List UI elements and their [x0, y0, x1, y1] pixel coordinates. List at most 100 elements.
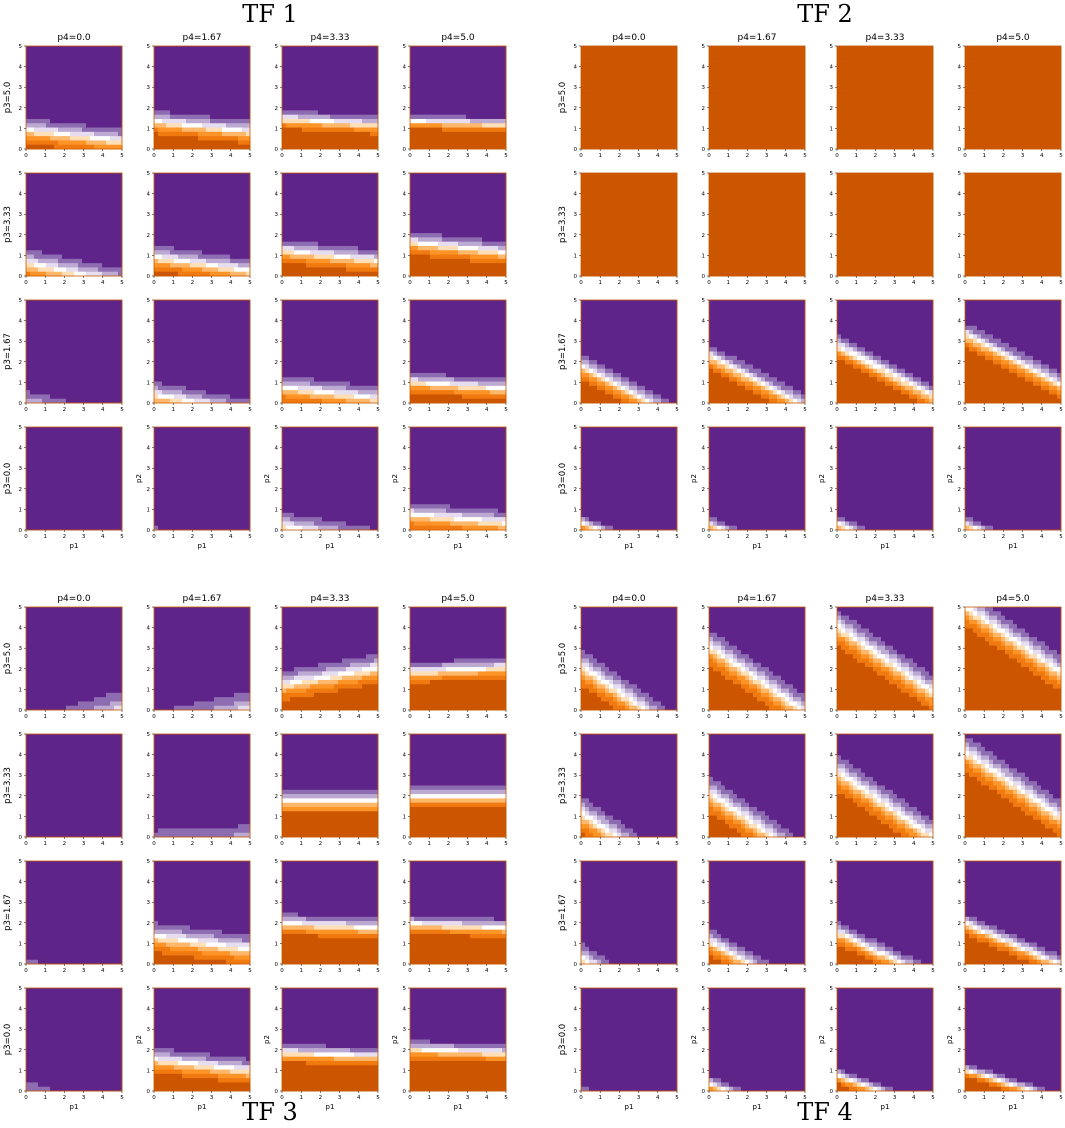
- contour-cell: [318, 246, 322, 251]
- contour-cell: [298, 110, 302, 115]
- contour-cell: [442, 216, 446, 221]
- contour-cell: [154, 119, 158, 124]
- contour-cell: [286, 67, 290, 72]
- contour-cell: [42, 382, 46, 387]
- x-tick-label: 2: [319, 280, 323, 286]
- contour-cell: [210, 85, 214, 90]
- contour-cell: [442, 246, 446, 251]
- contour-cell: [182, 119, 186, 124]
- contour-cell: [362, 50, 366, 55]
- contour-cell: [114, 207, 118, 212]
- contour-cell: [98, 259, 102, 264]
- contour-cell: [222, 203, 226, 208]
- contour-cell: [290, 207, 294, 212]
- contour-cell: [438, 46, 442, 51]
- contour-cell: [486, 102, 490, 107]
- contour-cell: [202, 259, 206, 264]
- contour-cell: [410, 216, 414, 221]
- contour-cell: [282, 173, 286, 178]
- contour-cell: [494, 93, 498, 98]
- contour-cell: [334, 85, 338, 90]
- contour-cell: [30, 263, 34, 268]
- contour-cell: [470, 55, 474, 60]
- contour-cell: [334, 119, 338, 124]
- contour-cell: [34, 190, 38, 195]
- contour-cell: [458, 203, 462, 208]
- contour-cell: [326, 207, 330, 212]
- contour-cell: [194, 110, 198, 115]
- contour-cell: [454, 123, 458, 128]
- contour-cell: [370, 76, 374, 81]
- contour-cell: [494, 106, 498, 111]
- contour-cell: [38, 233, 42, 238]
- contour-cell: [198, 199, 202, 204]
- contour-cell: [314, 93, 318, 98]
- contour-cell: [422, 255, 426, 260]
- contour-cell: [102, 76, 106, 81]
- contour-cell: [34, 330, 38, 335]
- contour-cell: [206, 119, 210, 124]
- contour-cell: [154, 186, 158, 191]
- contour-cell: [190, 59, 194, 64]
- contour-cell: [306, 55, 310, 60]
- contour-cell: [454, 246, 458, 251]
- contour-cell: [354, 128, 358, 133]
- contour-cell: [66, 128, 70, 133]
- contour-cell: [66, 182, 70, 187]
- contour-cell: [494, 177, 498, 182]
- contour-cell: [230, 63, 234, 68]
- contour-cell: [34, 212, 38, 217]
- contour-cell: [438, 212, 442, 217]
- contour-cell: [478, 106, 482, 111]
- contour-cell: [226, 76, 230, 81]
- contour-cell: [426, 220, 430, 225]
- y-tick-label: 4: [147, 65, 151, 71]
- contour-cell: [94, 85, 98, 90]
- contour-cell: [34, 352, 38, 357]
- contour-cell: [410, 119, 414, 124]
- contour-cell: [330, 190, 334, 195]
- contour-cell: [98, 46, 102, 51]
- contour-cell: [182, 102, 186, 107]
- contour-cell: [54, 300, 58, 305]
- contour-cell: [162, 85, 166, 90]
- contour-cell: [334, 216, 338, 221]
- contour-cell: [218, 89, 222, 94]
- contour-cell: [422, 123, 426, 128]
- contour-cell: [90, 229, 94, 234]
- contour-cell: [466, 119, 470, 124]
- contour-cell: [158, 132, 162, 137]
- contour-cell: [230, 46, 234, 51]
- contour-cell: [430, 110, 434, 115]
- contour-cell: [350, 229, 354, 234]
- contour-cell: [86, 237, 90, 242]
- contour-cell: [30, 72, 34, 77]
- contour-cell: [430, 242, 434, 247]
- contour-cell: [418, 59, 422, 64]
- contour-cell: [310, 255, 314, 260]
- contour-cell: [414, 246, 418, 251]
- contour-cell: [94, 216, 98, 221]
- contour-cell: [98, 128, 102, 133]
- contour-cell: [42, 263, 46, 268]
- contour-cell: [46, 394, 50, 399]
- contour-cell: [238, 55, 242, 60]
- contour-cell: [242, 55, 246, 60]
- contour-cell: [46, 220, 50, 225]
- contour-cell: [322, 136, 326, 141]
- contour-cell: [166, 98, 170, 103]
- contour-cell: [66, 76, 70, 81]
- contour-cell: [314, 46, 318, 51]
- contour-cell: [90, 216, 94, 221]
- contour-cell: [198, 216, 202, 221]
- contour-cell: [458, 72, 462, 77]
- contour-cell: [94, 194, 98, 199]
- contour-cell: [442, 190, 446, 195]
- contour-cell: [494, 59, 498, 64]
- contour-cell: [62, 102, 66, 107]
- contour-cell: [114, 194, 118, 199]
- contour-cell: [46, 250, 50, 255]
- contour-cell: [42, 225, 46, 230]
- contour-cell: [294, 225, 298, 230]
- contour-cell: [322, 72, 326, 77]
